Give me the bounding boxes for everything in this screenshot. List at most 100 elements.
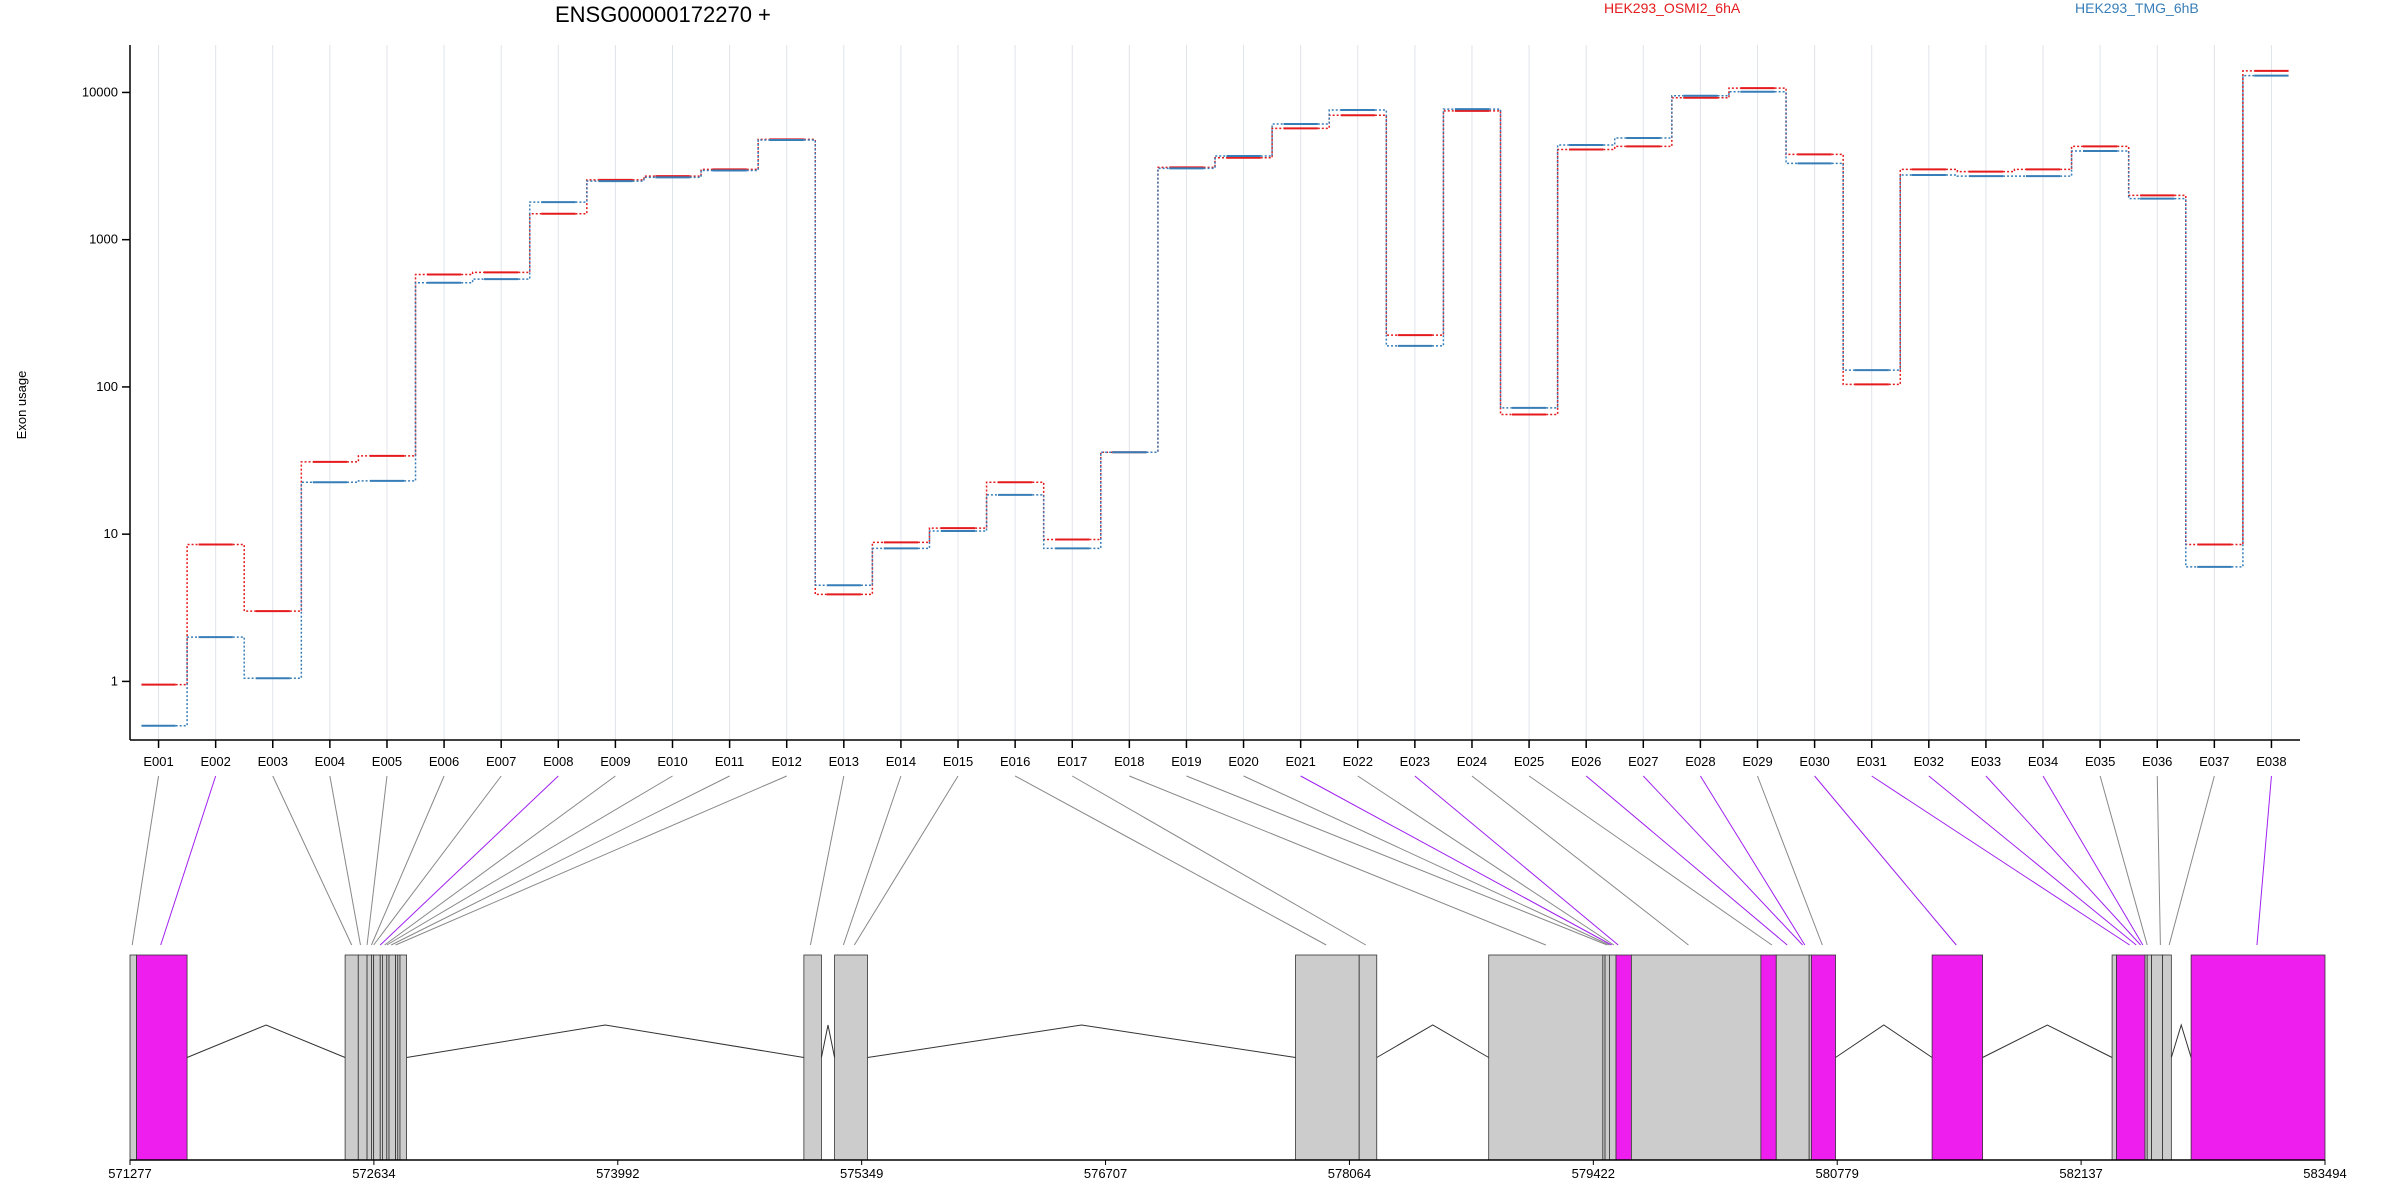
x-tick-label: E012 (772, 754, 802, 769)
data-connector (1089, 451, 1113, 550)
axes: 1 10 100 1000 10000 E001 E002 E003 E004 E005 E006 E… (82, 45, 2300, 769)
exon-connector (1129, 775, 1546, 946)
data-connector (1432, 110, 1455, 336)
intron-arc (820, 1024, 836, 1058)
data-connector (1888, 168, 1912, 386)
significant-exon-block (136, 954, 188, 1161)
exon-block (1488, 954, 1604, 1161)
gene-axis-tick-label: 578064 (1328, 1166, 1371, 1181)
x-tick-label: E017 (1057, 754, 1087, 769)
exon-connector (853, 775, 959, 946)
exon-block (2151, 954, 2163, 1161)
x-tick-label: E027 (1628, 754, 1658, 769)
data-connector (1717, 87, 1741, 99)
data-connector (2231, 70, 2255, 546)
data-connector (975, 494, 998, 532)
x-tick-label: E024 (1457, 754, 1487, 769)
exon-connector (272, 775, 353, 946)
gene-axis-tick-label: 582137 (2059, 1166, 2102, 1181)
exon-block (1295, 954, 1360, 1161)
x-tick-label: E031 (1857, 754, 1887, 769)
y-tick-label: 10000 (82, 84, 118, 99)
x-tick-label: E013 (829, 754, 859, 769)
legend-series-1: HEK293_OSMI2_6hA (1604, 0, 1741, 16)
exon-connector (1528, 775, 1773, 946)
x-tick-label: E016 (1000, 754, 1030, 769)
exon-connector (1985, 775, 2141, 946)
gene-axis-tick-label: 576707 (1084, 1166, 1127, 1181)
data-connector (347, 480, 370, 484)
x-tick-label: E036 (2142, 754, 2172, 769)
gene-model: 571277 572634 573992 575349 576707 578064 5794… (108, 954, 2347, 1181)
gene-axis-tick-label: 575349 (840, 1166, 883, 1181)
data-connector (2117, 150, 2141, 200)
x-tick-label: E009 (600, 754, 630, 769)
x-tick-label: E038 (2256, 754, 2286, 769)
x-tick-label: E001 (143, 754, 173, 769)
x-tick-label: E008 (543, 754, 573, 769)
x-tick-label: E023 (1400, 754, 1430, 769)
exon-connector (386, 775, 673, 946)
exon-connector (395, 775, 787, 946)
data-connector (1260, 127, 1284, 159)
x-tick-label: E021 (1285, 754, 1315, 769)
exon-connector (809, 775, 845, 946)
intron-arc (186, 1024, 346, 1058)
data-connector (632, 175, 656, 181)
data-connector (1603, 145, 1627, 151)
exon-block (2146, 954, 2152, 1161)
exon-block (388, 954, 396, 1161)
exon-connector (379, 775, 559, 946)
gene-axis-tick-label: 572634 (352, 1166, 395, 1181)
exon-connector (1928, 775, 2137, 946)
gene-axis-tick-label: 571277 (108, 1166, 151, 1181)
data-connector (2231, 74, 2255, 568)
exon-block (344, 954, 359, 1161)
data-connector (1374, 109, 1398, 347)
x-tick-label: E022 (1343, 754, 1373, 769)
intron-arc (406, 1024, 804, 1058)
exon-connector (1871, 775, 2130, 946)
data-connector (1032, 494, 1056, 550)
data-connector (1203, 155, 1227, 170)
data-connector (746, 139, 770, 172)
exon-connector (1300, 775, 1612, 946)
exon-connector (2156, 775, 2161, 946)
data-connector (1717, 91, 1741, 97)
series-2 (141, 74, 2289, 727)
data-connector (1831, 162, 1855, 371)
data-connector (289, 461, 313, 612)
intron-arc (2170, 1023, 2192, 1058)
exon-block (834, 954, 868, 1161)
data-connector (518, 201, 542, 280)
exon-connector (1757, 775, 1823, 946)
exon-block (373, 954, 381, 1161)
x-tick-label: E026 (1571, 754, 1601, 769)
exon-connectors (131, 775, 2272, 946)
data-connector (1489, 108, 1512, 409)
exon-connector (1414, 775, 1619, 946)
x-tick-label: E037 (2199, 754, 2229, 769)
chart-title: ENSG00000172270 + (555, 2, 771, 27)
y-tick-label: 1 (111, 673, 118, 688)
exon-block (1775, 954, 1810, 1161)
data-connector (1831, 153, 1855, 386)
gene-axis-tick-label: 579422 (1572, 1166, 1615, 1181)
significant-exon-block (2190, 954, 2326, 1161)
significant-exon-block (1615, 954, 1632, 1161)
exon-connector (842, 775, 902, 946)
exon-connector (1357, 775, 1615, 946)
data-connector (232, 636, 256, 680)
data-connector (461, 271, 485, 276)
exon-connector (2042, 775, 2144, 946)
exon-block (1630, 954, 1762, 1161)
x-tick-label: E006 (429, 754, 459, 769)
significant-exon-block (2116, 954, 2146, 1161)
x-tick-label: E014 (886, 754, 916, 769)
data-connector (918, 530, 941, 550)
exon-connector (1186, 775, 1608, 946)
exon-block (1358, 954, 1378, 1161)
exon-block (1604, 954, 1610, 1161)
data-connector (918, 527, 941, 544)
